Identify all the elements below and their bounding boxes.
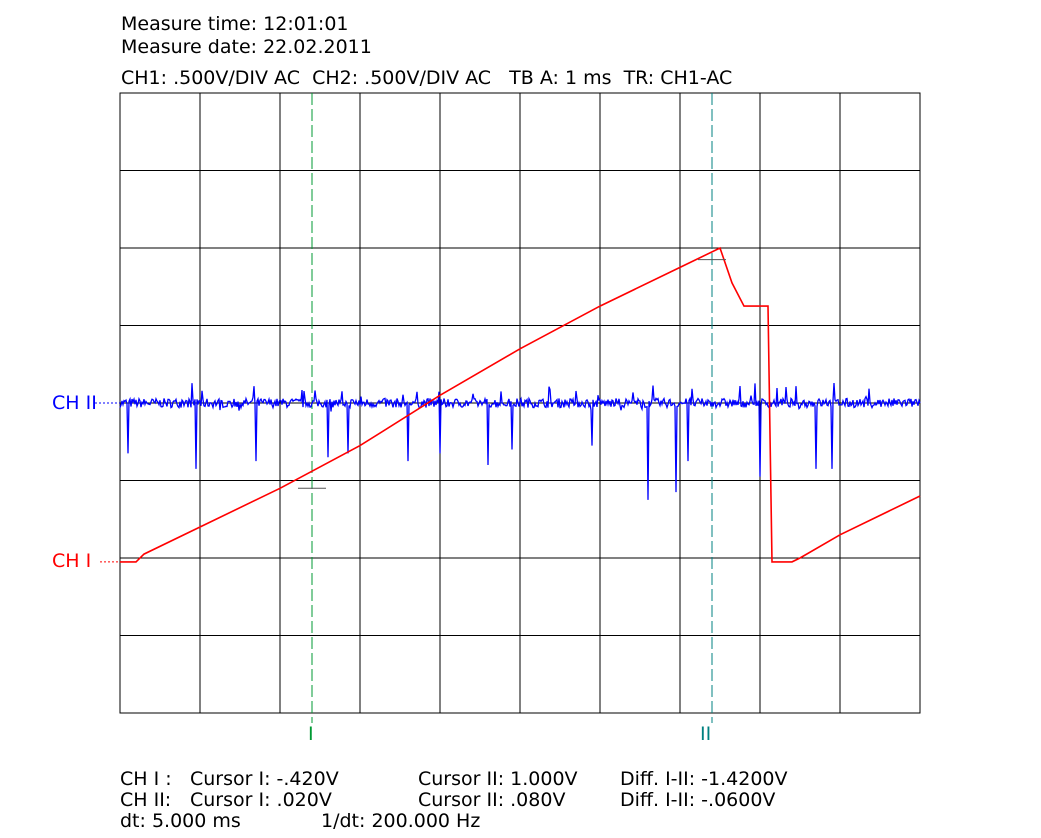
- ch1-trace: [120, 246, 921, 563]
- ch2-cursor2-readout: Cursor II: .080V: [418, 789, 566, 811]
- channel-markers: [95, 259, 726, 563]
- cursor-2-label: II: [700, 723, 712, 745]
- ch2-readout-label: CH II:: [120, 789, 172, 811]
- ch1-label: CH I: [52, 550, 92, 572]
- delta-time-readout: dt: 5.000 ms: [120, 810, 241, 832]
- cursor-lines: [311, 93, 713, 723]
- frequency-readout: 1/dt: 200.000 Hz: [321, 810, 481, 832]
- ch2-cursor1-readout: Cursor I: .020V: [190, 789, 332, 811]
- traces: [119, 246, 921, 563]
- ch1-readout-label: CH I :: [120, 768, 172, 790]
- measure-time: Measure time: 12:01:01: [121, 13, 349, 35]
- ch2-diff-readout: Diff. I-II: -.0600V: [620, 789, 776, 811]
- ch2-trace: [119, 382, 921, 500]
- ch1-cursor2-readout: Cursor II: 1.000V: [418, 768, 578, 790]
- ch2-label: CH II: [52, 392, 97, 414]
- measure-date: Measure date: 22.02.2011: [121, 36, 372, 58]
- cursor-1-label: I: [308, 723, 314, 745]
- ch1-cursor1-readout: Cursor I: -.420V: [190, 768, 339, 790]
- channel-settings: CH1: .500V/DIV AC CH2: .500V/DIV AC TB A…: [121, 67, 733, 89]
- ch1-diff-readout: Diff. I-II: -1.4200V: [620, 768, 788, 790]
